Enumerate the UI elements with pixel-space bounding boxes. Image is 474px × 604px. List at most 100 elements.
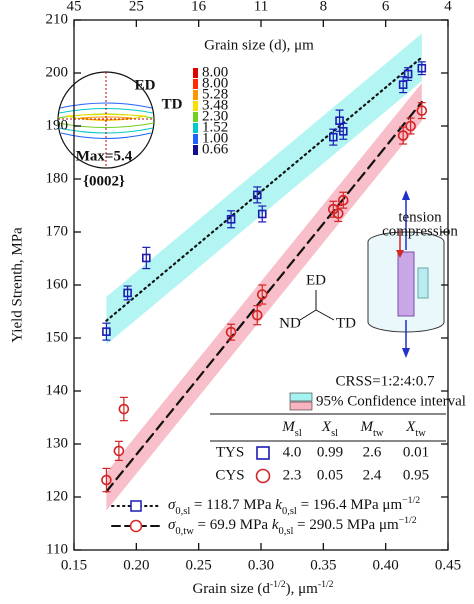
text-part: 0,tw: [175, 526, 194, 537]
marker: [251, 309, 263, 321]
table-header: Xtw: [405, 419, 426, 438]
data-point: [101, 467, 112, 493]
colorbar-label: 1.52: [202, 119, 228, 135]
fit-line: [105, 56, 423, 322]
colorbar-swatch: [193, 90, 198, 100]
marker: [256, 289, 268, 300]
colorbar-swatch: [193, 123, 198, 133]
data-point: [118, 396, 130, 422]
axis-nd-label: ND: [279, 315, 301, 331]
pole-ed: ED: [135, 77, 156, 93]
y-tick-label: 200: [46, 64, 69, 80]
fit-label: σ0,tw = 69.9 MPa k0,sl = 290.5 MPa μm−1/…: [168, 515, 417, 537]
fit-label: σ0,sl = 118.7 MPa k0,sl = 196.4 MPa μm−1…: [168, 495, 420, 517]
colorbar-swatch: [193, 112, 198, 122]
x-tick-label: 0.30: [248, 557, 274, 573]
top-tick-label: 6: [382, 0, 390, 14]
marker: [416, 105, 428, 116]
axis-ed-label: ED: [306, 272, 326, 288]
marker: [398, 80, 408, 89]
colorbar-swatch: [193, 134, 198, 144]
text-part: M: [281, 419, 296, 435]
specimen-schematic: tension compression ED ND TD: [279, 190, 458, 358]
text-part: σ: [168, 517, 176, 533]
x-tick-label: 0.40: [373, 557, 399, 573]
top-tick-label: 8: [320, 0, 328, 14]
data-point: [113, 440, 125, 462]
text-part: sl: [331, 428, 338, 439]
legend-marker: [255, 468, 271, 484]
tension-arrowhead: [402, 190, 410, 200]
x-tick-label: 0.35: [310, 557, 336, 573]
x-axis-title: Grain size (d-1/2), μm-1/2: [192, 579, 333, 598]
ci-legend-label: 95% Confidence interval: [316, 393, 466, 409]
text-part: σ: [168, 497, 176, 513]
table-cell: 0.01: [403, 444, 429, 460]
x-tick-label: 0.45: [435, 557, 461, 573]
table-cell: 2.6: [363, 444, 382, 460]
colorbar-label: 3.48: [202, 97, 228, 113]
colorbar-swatch: [193, 145, 198, 155]
text-part: X: [405, 419, 416, 435]
text-part: −1/2: [399, 515, 417, 526]
y-axis-title: Yield Strenth, MPa: [9, 227, 25, 343]
specimen-bar: [397, 251, 415, 317]
data-point: [123, 285, 132, 301]
ci-swatch: [289, 401, 313, 411]
table-header: Xsl: [321, 419, 338, 438]
axis-nd: [299, 309, 317, 321]
colorbar-swatch: [193, 101, 198, 111]
text-part: = 290.5 MPa μm: [293, 517, 399, 533]
x-tick-label: 0.15: [61, 557, 87, 573]
data-point: [398, 76, 408, 94]
fit-line: [105, 100, 423, 493]
marker: [338, 127, 348, 136]
y-tick-label: 150: [46, 329, 69, 345]
table-cell: 4.0: [283, 444, 302, 460]
marker: [142, 253, 151, 263]
top-tick-label: 25: [129, 0, 144, 14]
compression-label: compression: [382, 223, 458, 239]
marker: [332, 208, 344, 219]
tension-arrowhead-bottom: [402, 348, 410, 358]
text-part: = 69.9 MPa: [194, 517, 272, 533]
colorbar-swatch: [193, 68, 198, 78]
marker: [252, 190, 262, 200]
axis-td-label: TD: [336, 315, 356, 331]
table-cell: 0.05: [317, 467, 343, 483]
axis-td: [315, 309, 335, 321]
top-tick-label: 45: [67, 0, 82, 14]
marker: [417, 63, 427, 73]
pole-figure: ED TD Max=5.4 {0002}: [57, 71, 183, 189]
marker: [118, 403, 130, 415]
table-cell: 2.4: [363, 467, 382, 483]
table-header: Msl: [281, 419, 302, 438]
text-part: k: [275, 497, 282, 513]
marker: [225, 326, 237, 338]
table-cell: 0.95: [403, 467, 429, 483]
data-point: [332, 204, 344, 222]
crss-label: CRSS=1:2:4:0.7: [336, 373, 435, 389]
pole-td: TD: [162, 96, 183, 112]
ci-swatch: [289, 392, 313, 402]
legend-marker: [129, 519, 143, 533]
marker: [113, 445, 125, 457]
y-tick-label: 130: [46, 435, 69, 451]
y-tick-label: 110: [46, 541, 68, 557]
table-cell: 0.99: [317, 444, 343, 460]
text-part: -1/2: [318, 579, 334, 590]
specimen-small: [417, 267, 429, 299]
y-tick-label: 120: [46, 488, 69, 504]
x-tick-label: 0.20: [123, 557, 149, 573]
text-part: sl: [295, 428, 302, 439]
text-part: −1/2: [402, 495, 420, 506]
marker: [337, 194, 349, 206]
text-part: 0,sl: [279, 526, 294, 537]
text-part: = 118.7 MPa: [190, 497, 275, 513]
marker: [403, 69, 413, 79]
x-tick-label: 0.25: [186, 557, 212, 573]
series-name: TYS: [216, 444, 244, 460]
marker: [226, 214, 236, 224]
data-point: [102, 322, 111, 341]
text-part: tw: [415, 428, 426, 439]
